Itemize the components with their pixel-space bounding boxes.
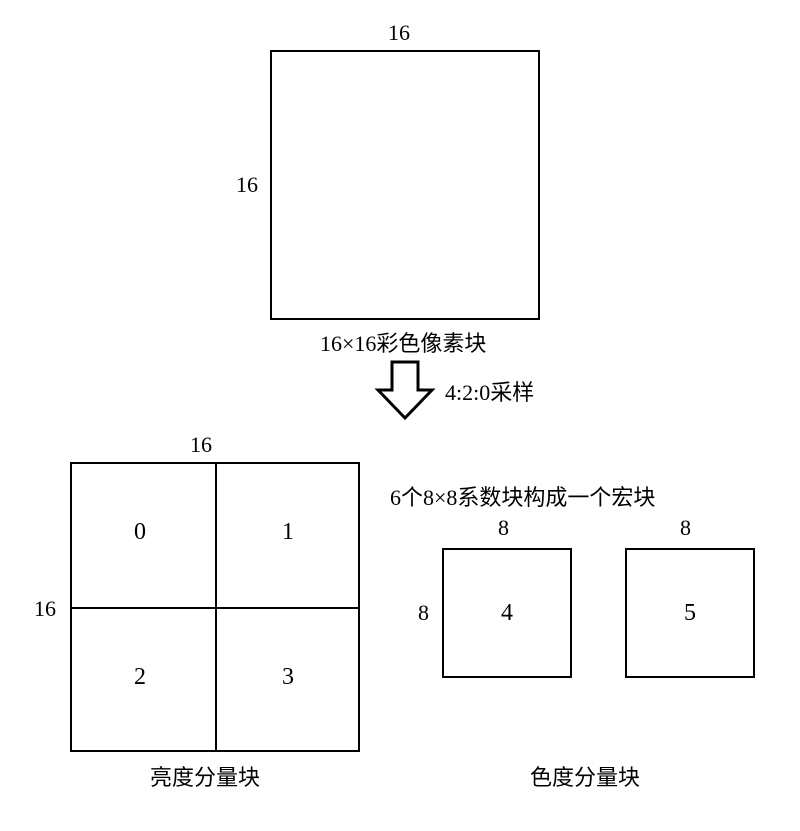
macroblock-caption: 6个8×8系数块构成一个宏块 xyxy=(390,480,655,512)
luma-block: 0 1 2 3 xyxy=(70,462,360,752)
chroma-width-label-2: 8 xyxy=(680,515,691,541)
luma-cell-3: 3 xyxy=(282,664,294,691)
sampling-label: 4:2:0采样 xyxy=(445,375,534,407)
top-height-label: 16 xyxy=(236,172,258,198)
chroma-block-4: 4 xyxy=(442,548,572,678)
chroma-caption: 色度分量块 xyxy=(530,760,640,792)
chroma-cell-4: 4 xyxy=(501,600,513,627)
top-pixel-block xyxy=(270,50,540,320)
luma-cell-0: 0 xyxy=(134,519,146,546)
chroma-block-5: 5 xyxy=(625,548,755,678)
luma-cell-1: 1 xyxy=(282,519,294,546)
luma-vline xyxy=(215,464,217,750)
luma-cell-2: 2 xyxy=(134,664,146,691)
down-arrow-icon xyxy=(370,356,440,426)
luma-height-label: 16 xyxy=(34,596,56,622)
macroblock-diagram: 16 16 16×16彩色像素块 4:2:0采样 6个8×8系数块构成一个宏块 … xyxy=(20,20,780,811)
luma-width-label: 16 xyxy=(190,432,212,458)
chroma-width-label-1: 8 xyxy=(498,515,509,541)
luma-caption: 亮度分量块 xyxy=(150,760,260,792)
top-caption: 16×16彩色像素块 xyxy=(320,326,486,358)
chroma-height-label: 8 xyxy=(418,600,429,626)
top-width-label: 16 xyxy=(388,20,410,46)
chroma-cell-5: 5 xyxy=(684,600,696,627)
